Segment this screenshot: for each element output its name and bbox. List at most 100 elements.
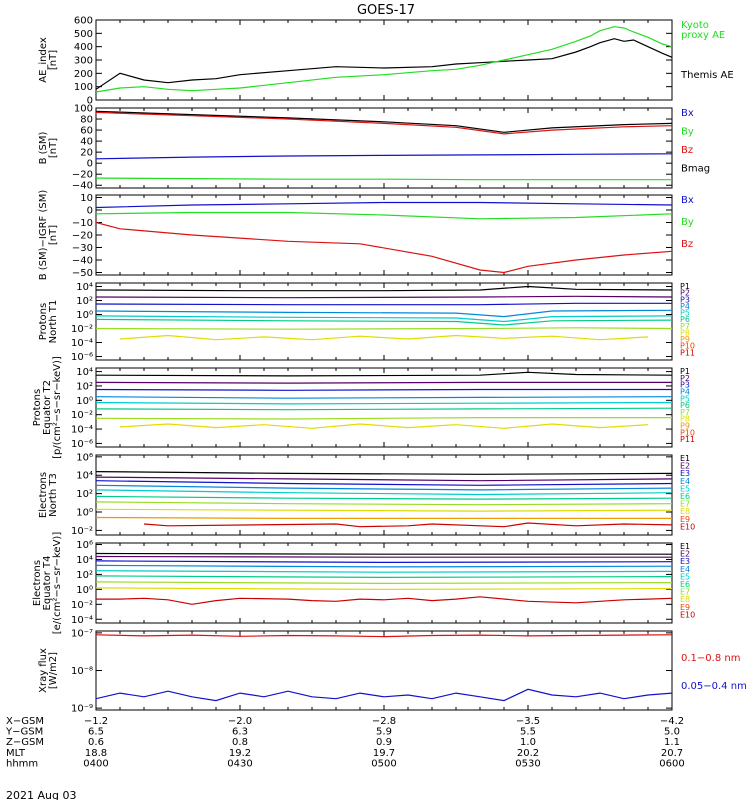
y-tick-label: 10⁻⁴ xyxy=(71,425,93,436)
y-axis-label: Protons xyxy=(38,303,49,340)
y-tick-label: 10⁰ xyxy=(76,508,93,519)
legend-entry: P4 xyxy=(680,302,690,311)
y-axis-label: North T1 xyxy=(48,300,59,344)
panel-frame xyxy=(95,19,673,101)
legend-entry: P2 xyxy=(680,374,690,383)
legend-entry: E4 xyxy=(680,477,690,486)
series-line-p8 xyxy=(119,334,649,341)
y-axis-label: Xray flux xyxy=(38,648,49,693)
y-tick-label: −50 xyxy=(72,268,93,279)
series-line-e5 xyxy=(96,570,672,573)
series-line-bz xyxy=(96,111,672,135)
legend-entry: E6 xyxy=(680,492,690,501)
legend-entry: E9 xyxy=(680,515,690,524)
series-line-e10 xyxy=(143,522,672,528)
legend-entry: P11 xyxy=(680,348,695,357)
panel-frame xyxy=(95,454,673,536)
y-tick-label: 40 xyxy=(80,137,93,148)
plot-title: GOES-17 xyxy=(357,3,415,18)
x-row-value: 0530 xyxy=(515,758,540,769)
legend-entry: Bmag xyxy=(681,164,710,175)
y-tick-label: 0 xyxy=(87,96,93,107)
legend-entry: E3 xyxy=(680,469,690,478)
legend-entry: P8 xyxy=(680,328,690,337)
series-line-e9 xyxy=(96,596,672,605)
panel-frame xyxy=(95,194,673,276)
date-label: 2021 Aug 03 xyxy=(6,789,76,800)
y-tick-label: 20 xyxy=(80,148,93,159)
legend-entry: E10 xyxy=(680,522,695,531)
legend-entry: E10 xyxy=(680,610,695,619)
x-row-value: 0500 xyxy=(371,758,396,769)
x-row-value: 19.7 xyxy=(373,748,395,759)
y-tick-label: 100 xyxy=(74,82,93,93)
legend-entry: E1 xyxy=(680,454,690,463)
y-axis-label: [p/(cm²−s−sr−keV)] xyxy=(52,356,63,459)
x-row-value: −1.2 xyxy=(84,716,108,727)
y-tick-label: 10² xyxy=(76,381,93,392)
y-tick-label: −10 xyxy=(72,218,93,229)
y-tick-label: 10⁻⁸ xyxy=(71,666,93,677)
x-row-value: 5.5 xyxy=(520,727,536,738)
x-row-value: 0430 xyxy=(227,758,252,769)
x-row-value: −2.8 xyxy=(372,716,396,727)
y-tick-label: 100 xyxy=(74,104,93,115)
x-row-value: 0.8 xyxy=(232,737,248,748)
legend-entry: E5 xyxy=(680,572,690,581)
x-row-value: 18.8 xyxy=(85,748,107,759)
series-line-e4 xyxy=(96,484,672,491)
x-row-value: −4.2 xyxy=(660,716,684,727)
x-row-value: 0.9 xyxy=(376,737,392,748)
y-tick-label: 10⁻² xyxy=(71,410,93,421)
series-line-00504nm xyxy=(96,688,672,702)
series-line-e5 xyxy=(96,489,672,496)
series-line-p6 xyxy=(96,407,672,411)
panel-et4: 10⁶ 10⁴ 10² 10⁰ 10⁻² 10⁻⁴ Electrons Equator T4[… xyxy=(32,532,695,635)
series-line-e2 xyxy=(96,555,672,558)
y-axis-label: Protons xyxy=(32,389,43,426)
series-line-e8 xyxy=(96,508,672,512)
legend-entry: P5 xyxy=(680,394,690,403)
y-axis-label: Electrons xyxy=(32,560,43,606)
y-tick-label: 10⁴ xyxy=(76,282,93,293)
legend-entry: P3 xyxy=(680,295,690,304)
y-tick-label: 0 xyxy=(87,159,93,170)
x-row-value: 20.2 xyxy=(517,748,539,759)
series-line-p2 xyxy=(96,295,672,299)
legend-entry: P10 xyxy=(680,342,695,351)
series-line-p1 xyxy=(96,285,672,292)
x-row-value: 6.5 xyxy=(88,727,104,738)
y-tick-label: 10² xyxy=(76,489,93,500)
series-line-bx xyxy=(96,153,672,160)
x-row-label: hhmm xyxy=(6,758,38,769)
series-line-e6 xyxy=(96,495,672,500)
legend-entry: E2 xyxy=(680,462,690,471)
x-axis-table: X−GSM −1.2 −2.0 −2.8 −3.5 −4.2 Y−GSM 6.5 6.3 5.9 5… xyxy=(5,716,685,769)
legend-entry: E8 xyxy=(680,507,690,516)
legend-entry: P7 xyxy=(680,408,690,417)
legend-entry: 0.05−0.4 nm xyxy=(681,681,747,692)
panel-frame xyxy=(95,367,673,448)
series-line-e3 xyxy=(96,480,672,486)
y-axis-label: [e/(cm²−s−sr−keV)] xyxy=(52,532,63,635)
series-line-p8 xyxy=(119,423,649,429)
series-line-p5 xyxy=(96,315,672,323)
legend-entry: P6 xyxy=(680,315,690,324)
legend-entry: Bx xyxy=(681,108,694,119)
y-tick-label: −30 xyxy=(72,243,93,254)
y-tick-label: −40 xyxy=(72,181,93,192)
y-tick-label: 10⁻⁶ xyxy=(71,352,93,363)
legend-entry: Bx xyxy=(681,195,694,206)
y-tick-label: 60 xyxy=(80,126,93,137)
series-line-p5 xyxy=(96,401,672,405)
legend-entry: By xyxy=(681,127,694,138)
y-tick-label: 10 xyxy=(80,193,93,204)
legend-entry: P6 xyxy=(680,401,690,410)
panel-pt1: 10⁴ 10² 10⁰ 10⁻² 10⁻⁴ 10⁻⁶ Protons North T1 P1P2… xyxy=(38,282,695,363)
y-tick-label: 10⁰ xyxy=(76,396,93,407)
series-line-kyoto xyxy=(96,26,672,93)
series-line-e4 xyxy=(96,564,672,568)
legend-entry: P4 xyxy=(680,387,690,396)
y-tick-label: −20 xyxy=(72,231,93,242)
